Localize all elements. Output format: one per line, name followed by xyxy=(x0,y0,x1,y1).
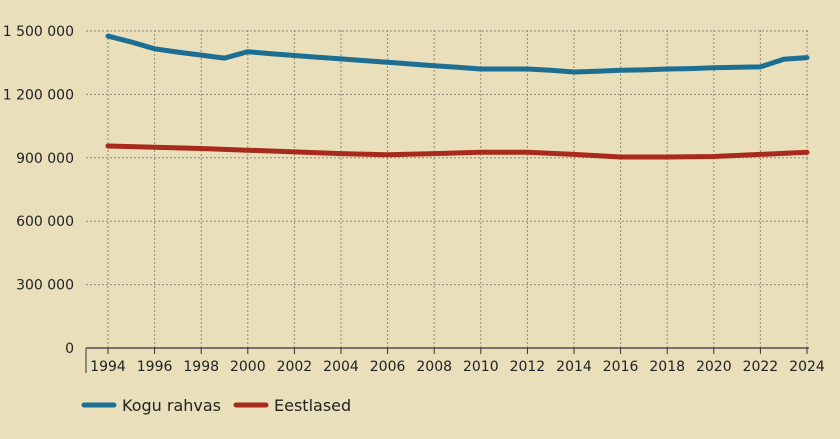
series-line-eestlased xyxy=(105,143,810,160)
x-tick-label: 1994 xyxy=(90,359,126,375)
x-tick-label: 2002 xyxy=(277,359,313,375)
y-tick-label: 600 000 xyxy=(16,214,74,230)
legend-label: Kogu rahvas xyxy=(122,396,221,415)
x-tick-label: 2010 xyxy=(463,359,499,375)
x-tick-label: 2006 xyxy=(370,359,406,375)
legend-label: Eestlased xyxy=(274,396,351,415)
y-tick-label: 1 500 000 xyxy=(3,24,74,40)
y-tick-label: 0 xyxy=(65,341,74,357)
x-tick-label: 2008 xyxy=(416,359,452,375)
x-tick-label: 1996 xyxy=(137,359,173,375)
x-tick-label: 2004 xyxy=(323,359,359,375)
y-tick-label: 900 000 xyxy=(16,151,74,167)
x-tick-label: 2016 xyxy=(603,359,639,375)
y-tick-label: 300 000 xyxy=(16,278,74,294)
x-tick-label: 2014 xyxy=(556,359,592,375)
x-tick-label: 2018 xyxy=(649,359,685,375)
x-tick-label: 2020 xyxy=(696,359,732,375)
grid xyxy=(86,30,809,348)
x-tick-label: 2024 xyxy=(789,359,825,375)
x-tick-label: 2022 xyxy=(743,359,779,375)
y-tick-label: 1 200 000 xyxy=(3,87,74,103)
x-tick-label: 2000 xyxy=(230,359,266,375)
x-tick-label: 2012 xyxy=(510,359,546,375)
series-line-kogu-rahvas xyxy=(105,33,810,75)
x-tick-label: 1998 xyxy=(183,359,219,375)
axes: 0 300 000 600 000 900 000 1 200 000 1 500 000… xyxy=(3,24,825,375)
legend: Kogu rahvas Eestlased xyxy=(81,396,351,415)
series-lines xyxy=(105,33,810,160)
